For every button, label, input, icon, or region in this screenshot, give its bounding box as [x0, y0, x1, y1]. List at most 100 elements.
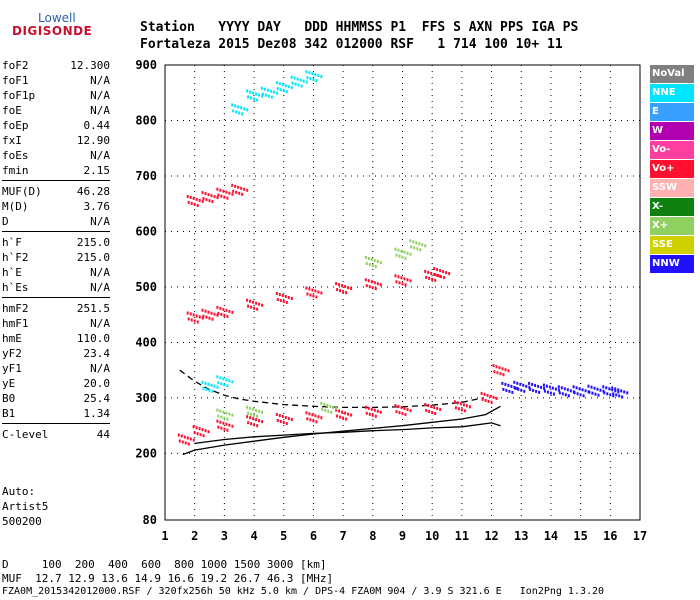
- echo-mark: [540, 385, 543, 389]
- echo-mark: [228, 423, 231, 427]
- echo-mark: [597, 393, 600, 397]
- echo-mark: [428, 276, 431, 280]
- echo-mark: [266, 88, 269, 92]
- y-tick-label: 600: [135, 224, 157, 238]
- echo-mark: [282, 89, 285, 93]
- echo-mark: [342, 416, 345, 420]
- echo-mark: [275, 91, 278, 95]
- param-row: MUF(D) 46.28: [2, 184, 110, 199]
- echo-mark: [335, 408, 338, 412]
- echo-mark: [261, 92, 264, 96]
- echo-mark: [564, 393, 567, 397]
- echo-point: [587, 384, 605, 397]
- param-label: fmin: [2, 164, 29, 177]
- echo-mark: [314, 414, 317, 418]
- echo-mark: [557, 385, 560, 389]
- echo-mark: [207, 193, 210, 197]
- echo-mark: [256, 414, 259, 418]
- echo-mark: [569, 389, 572, 393]
- x-tick-label: 13: [514, 529, 528, 543]
- param-value: N/A: [90, 215, 110, 228]
- echo-mark: [205, 387, 208, 391]
- echo-mark: [428, 410, 431, 413]
- echo-mark: [249, 299, 252, 303]
- echo-mark: [401, 412, 404, 416]
- echo-mark: [314, 289, 317, 293]
- echo-mark: [284, 416, 287, 419]
- echo-mark: [291, 81, 294, 85]
- echo-mark: [367, 257, 370, 260]
- echo-mark: [345, 417, 348, 421]
- echo-mark: [249, 406, 252, 410]
- echo-mark: [335, 406, 338, 410]
- echo-mark: [189, 312, 192, 316]
- echo-mark: [247, 421, 250, 425]
- echo-point: [246, 415, 264, 428]
- echo-mark: [237, 105, 240, 109]
- echo-mark: [281, 415, 284, 418]
- echo-mark: [567, 394, 570, 398]
- echo-mark: [278, 414, 281, 417]
- echo-mark: [499, 372, 502, 376]
- echo-mark: [453, 400, 456, 404]
- echo-mark: [284, 295, 287, 298]
- footer-d-row: D 100 200 400 600 800 1000 1500 3000 [km…: [2, 558, 327, 571]
- echo-mark: [370, 280, 373, 284]
- echo-mark: [294, 82, 297, 86]
- echo-mark: [545, 384, 548, 388]
- echo-mark: [216, 375, 219, 379]
- param-separator: [2, 297, 110, 298]
- echo-mark: [609, 393, 612, 397]
- echo-mark: [282, 421, 285, 424]
- echo-mark: [219, 306, 222, 310]
- param-row: foEs N/A: [2, 148, 110, 163]
- echo-point: [424, 403, 442, 415]
- echo-mark: [584, 389, 587, 393]
- echo-mark: [538, 390, 541, 394]
- echo-point: [453, 400, 471, 413]
- y-tick-label: 80: [143, 513, 157, 527]
- echo-mark: [341, 284, 344, 288]
- echo-mark: [573, 391, 576, 395]
- x-tick-label: 6: [310, 529, 317, 543]
- echo-mark: [572, 385, 575, 389]
- param-row: hmE 110.0: [2, 331, 110, 346]
- echo-mark: [223, 416, 226, 420]
- echo-mark: [606, 392, 609, 396]
- echo-mark: [462, 403, 465, 407]
- echo-mark: [465, 404, 468, 408]
- param-value: 251.5: [76, 302, 110, 315]
- echo-mark: [626, 391, 629, 395]
- echo-mark: [250, 305, 253, 309]
- echo-point: [492, 364, 510, 377]
- echo-mark: [201, 191, 204, 195]
- echo-mark: [439, 269, 442, 273]
- echo-mark: [425, 409, 428, 412]
- echo-mark: [456, 401, 459, 405]
- echo-mark: [253, 423, 256, 427]
- echo-mark: [344, 411, 347, 415]
- x-tick-label: 14: [544, 529, 558, 543]
- echo-mark: [192, 425, 195, 429]
- echo-mark: [510, 384, 513, 388]
- echo-point: [433, 267, 451, 280]
- echo-mark: [201, 316, 204, 320]
- echo-mark: [196, 432, 199, 436]
- echo-mark: [293, 76, 296, 80]
- echo-mark: [234, 184, 237, 188]
- echo-mark: [240, 186, 243, 190]
- echo-mark: [603, 391, 606, 395]
- echo-mark: [327, 409, 330, 413]
- echo-mark: [587, 384, 590, 388]
- echo-mark: [312, 78, 315, 82]
- echo-mark: [285, 90, 288, 94]
- echo-mark: [400, 276, 403, 280]
- auto-version: 500200: [2, 515, 42, 528]
- echo-mark: [225, 308, 228, 312]
- echo-mark: [611, 386, 614, 390]
- echo-mark: [207, 382, 210, 386]
- echo-mark: [368, 285, 371, 289]
- echo-mark: [231, 380, 234, 384]
- echo-mark: [196, 320, 199, 324]
- echo-mark: [507, 383, 510, 387]
